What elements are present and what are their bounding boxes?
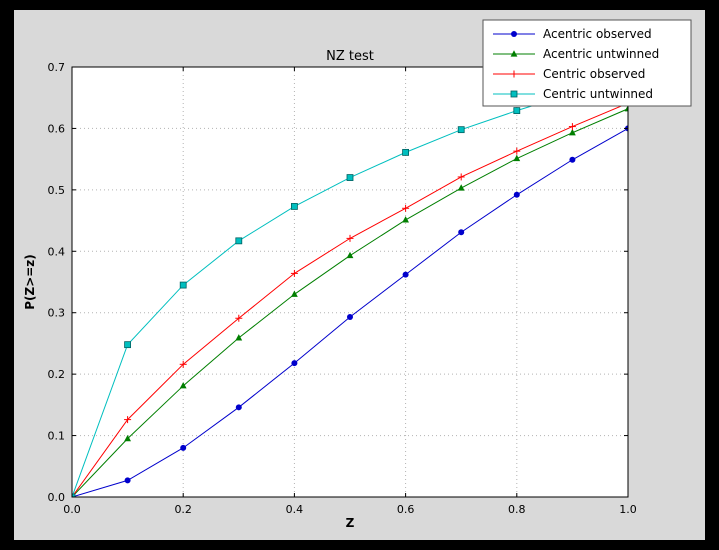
marker-plus bbox=[513, 147, 521, 155]
marker-triangle-up bbox=[457, 184, 465, 191]
legend-marker-square bbox=[510, 90, 518, 98]
chart-title: NZ test bbox=[326, 49, 374, 64]
x-axis-label: Z bbox=[346, 516, 355, 530]
marker-square bbox=[179, 281, 187, 289]
legend: Acentric observed Acentric untwinned Centr… bbox=[482, 19, 692, 107]
legend-marker-plus bbox=[510, 70, 518, 78]
marker-triangle-up bbox=[346, 251, 354, 259]
y-tick-label: 0.4 bbox=[48, 245, 66, 258]
legend-label: Centric untwinned bbox=[543, 87, 653, 101]
marker-triangle-up bbox=[124, 434, 131, 442]
x-tick-label: 1.0 bbox=[619, 503, 637, 516]
marker-circle bbox=[124, 477, 131, 484]
y-tick-label: 0.2 bbox=[48, 368, 66, 381]
x-tick-label: 0.2 bbox=[174, 503, 192, 516]
series-acentric-observed bbox=[72, 125, 628, 497]
marker-triangle-up bbox=[624, 104, 628, 112]
marker-circle bbox=[347, 314, 353, 321]
marker-triangle-up bbox=[235, 334, 243, 341]
plot-svg: NZ test Z P(Z>=z) 0.0 0.2 0.4 0.6 0.8 1.0 0.0 0… bbox=[23, 19, 692, 530]
marker-plus bbox=[179, 360, 187, 368]
y-tick-label: 0.5 bbox=[48, 184, 66, 197]
y-tick-label: 0.0 bbox=[48, 491, 66, 504]
marker-plus bbox=[235, 314, 243, 322]
marker-triangle-up bbox=[569, 128, 576, 136]
marker-square bbox=[235, 237, 243, 245]
legend-entry-centric-observed: Centric observed bbox=[493, 67, 645, 81]
legend-marker-circle bbox=[511, 31, 517, 37]
y-tick-label: 0.1 bbox=[48, 430, 66, 443]
marker-circle bbox=[402, 271, 409, 278]
legend-marker-triangle-up bbox=[510, 50, 518, 57]
legend-label: Acentric observed bbox=[543, 27, 652, 41]
marker-square bbox=[346, 174, 354, 181]
y-axis-label: P(Z>=z) bbox=[23, 254, 37, 310]
x-tick-label: 0.4 bbox=[286, 503, 304, 516]
marker-square bbox=[513, 107, 521, 115]
legend-entry-centric-untwinned: Centric untwinned bbox=[493, 87, 653, 101]
marker-circle bbox=[458, 229, 465, 236]
legend-label: Acentric untwinned bbox=[543, 47, 659, 61]
series-acentric-untwinned bbox=[72, 104, 628, 497]
marker-plus bbox=[290, 269, 298, 277]
marker-plus bbox=[402, 204, 410, 212]
marker-square bbox=[72, 493, 76, 497]
marker-circle bbox=[235, 404, 242, 411]
y-tick-label: 0.3 bbox=[48, 307, 66, 320]
plot-area bbox=[72, 67, 628, 497]
marker-circle bbox=[569, 156, 576, 163]
marker-triangle-up bbox=[513, 154, 521, 162]
x-tick-label: 0.0 bbox=[63, 503, 81, 516]
legend-entry-acentric-untwinned: Acentric untwinned bbox=[493, 47, 659, 61]
marker-plus bbox=[124, 416, 132, 424]
marker-square bbox=[402, 148, 410, 156]
marker-circle bbox=[513, 191, 520, 198]
marker-plus bbox=[346, 234, 354, 242]
marker-circle bbox=[291, 360, 298, 367]
marker-triangle-up bbox=[179, 382, 187, 389]
series-centric-observed bbox=[72, 99, 628, 497]
marker-plus bbox=[457, 173, 465, 181]
x-tick-label: 0.6 bbox=[397, 503, 415, 516]
legend-label: Centric observed bbox=[543, 67, 645, 81]
marker-square bbox=[290, 203, 298, 210]
marker-triangle-up bbox=[402, 216, 409, 223]
marker-circle bbox=[180, 444, 187, 451]
marker-plus bbox=[568, 123, 576, 131]
axes-frame bbox=[71, 66, 629, 498]
x-tick-label: 0.8 bbox=[508, 503, 526, 516]
y-tick-label: 0.6 bbox=[48, 122, 66, 135]
marker-square bbox=[124, 341, 131, 349]
y-tick-label: 0.7 bbox=[48, 61, 66, 74]
figure-canvas: NZ test Z P(Z>=z) 0.0 0.2 0.4 0.6 0.8 1.0 0.0 0… bbox=[14, 10, 705, 540]
legend-entry-acentric-observed: Acentric observed bbox=[493, 27, 652, 41]
marker-square bbox=[457, 126, 465, 134]
marker-triangle-up bbox=[291, 290, 298, 297]
